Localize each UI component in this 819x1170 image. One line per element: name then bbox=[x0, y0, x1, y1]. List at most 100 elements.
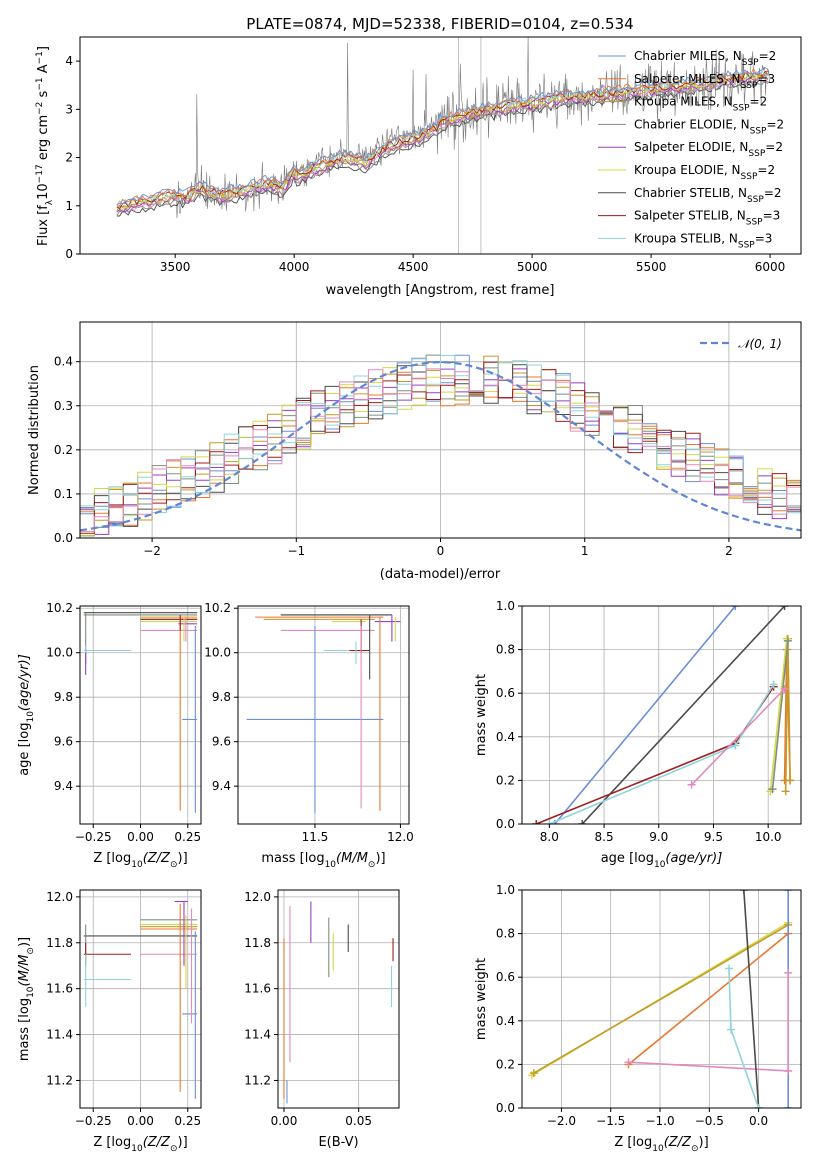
mass-weight-marker bbox=[769, 680, 778, 689]
mass-weight-line bbox=[533, 924, 789, 1074]
y-tick-label: 11.8 bbox=[244, 936, 271, 950]
y-axis-label: mass weight bbox=[474, 674, 489, 756]
mass-weight-marker bbox=[784, 890, 793, 894]
x-tick-label: 8.0 bbox=[540, 830, 559, 844]
y-tick-label: 9.6 bbox=[212, 735, 231, 749]
axes-frame bbox=[79, 36, 802, 255]
mass-weight-marker bbox=[532, 820, 541, 824]
legend-label: Kroupa MILES, NSSP=2 bbox=[634, 95, 767, 114]
y-tick-label: 0.8 bbox=[496, 927, 515, 941]
y-tick-label: 4 bbox=[65, 54, 73, 68]
mass-weight-line bbox=[581, 606, 786, 824]
y-tick-label: 0.0 bbox=[496, 1101, 515, 1115]
y-tick-label: 0.1 bbox=[54, 487, 73, 501]
x-tick-label: −0.25 bbox=[75, 1114, 112, 1128]
y-tick-label: 10.2 bbox=[204, 601, 231, 615]
y-axis-label: mass weight bbox=[474, 958, 489, 1040]
axes-frame bbox=[521, 605, 802, 825]
model-spectrum-line bbox=[116, 70, 768, 210]
mass-weight-marker bbox=[784, 1066, 793, 1075]
x-axis-label: age [log10(age/yr)] bbox=[601, 851, 723, 870]
y-tick-label: 9.6 bbox=[54, 735, 73, 749]
mass-weight-marker bbox=[754, 1104, 763, 1108]
x-axis-label: mass [log10(M/M⊙)] bbox=[261, 851, 385, 870]
y-tick-label: 0.0 bbox=[54, 531, 73, 545]
mass-weight-marker bbox=[783, 636, 792, 645]
legend-label: Chabrier ELODIE, NSSP=2 bbox=[634, 117, 784, 136]
y-tick-label: 2 bbox=[65, 151, 73, 165]
y-tick-label: 0.6 bbox=[496, 686, 515, 700]
x-tick-label: 12.0 bbox=[387, 830, 414, 844]
y-tick-label: 12.0 bbox=[46, 890, 73, 904]
x-tick-label: −2.0 bbox=[547, 1114, 576, 1128]
plot-area bbox=[83, 900, 198, 1099]
plot-area bbox=[80, 354, 801, 538]
y-tick-label: 1 bbox=[65, 199, 73, 213]
x-tick-label: 9.0 bbox=[649, 830, 668, 844]
age-vs-metallicity-panel: −0.25 0.00 0.25 9.4 9.6 9.8 10.0 10.2 Z [log10(Z… bbox=[17, 601, 202, 870]
x-axis-label: E(B-V) bbox=[318, 1135, 358, 1150]
x-tick-label: 4000 bbox=[279, 260, 310, 274]
mass-weight-marker bbox=[784, 1104, 793, 1108]
mass-weight-marker bbox=[727, 1025, 736, 1034]
residual-histogram-step bbox=[80, 355, 801, 538]
plot-area bbox=[532, 606, 795, 824]
mass-weight-line bbox=[628, 1061, 789, 1072]
x-tick-label: −1.5 bbox=[596, 1114, 625, 1128]
plot-area bbox=[83, 612, 198, 813]
spectrum-title: PLATE=0874, MJD=52338, FIBERID=0104, z=0… bbox=[246, 15, 633, 33]
axes-frame bbox=[237, 605, 410, 825]
mass-vs-reddening-panel: 0.00 0.05 11.2 11.4 11.6 11.8 12.0 E(B-V) bbox=[244, 889, 400, 1150]
mass-weight-marker bbox=[578, 820, 587, 824]
y-axis-label: Normed distribution bbox=[27, 365, 42, 495]
x-tick-label: 9.5 bbox=[704, 830, 723, 844]
y-tick-label: 9.4 bbox=[54, 779, 73, 793]
mass-weight-line bbox=[549, 684, 775, 824]
model-spectrum-line bbox=[116, 67, 769, 206]
y-tick-label: 9.4 bbox=[212, 779, 231, 793]
mass-weight-line bbox=[554, 606, 737, 824]
age-vs-mass-panel: 11.5 12.0 9.4 9.6 9.8 10.0 10.2 mass [log10(M/M… bbox=[204, 601, 414, 870]
y-tick-label: 0 bbox=[65, 247, 73, 261]
y-tick-label: 0.3 bbox=[54, 399, 73, 413]
mass-weight-marker bbox=[768, 785, 777, 794]
mass-weight-marker bbox=[624, 1058, 633, 1067]
y-tick-label: 0.2 bbox=[496, 773, 515, 787]
legend-label: Salpeter MILES, NSSP=3 bbox=[634, 72, 775, 91]
mass-weight-marker bbox=[780, 684, 789, 693]
y-tick-label: 11.2 bbox=[244, 1073, 271, 1087]
y-tick-label: 0.2 bbox=[54, 443, 73, 457]
x-tick-label: 4500 bbox=[398, 260, 429, 274]
plot-area bbox=[283, 901, 394, 1104]
y-tick-label: 0.0 bbox=[496, 817, 515, 831]
x-axis-label: Z [log10(Z/Z⊙)] bbox=[614, 1135, 708, 1154]
mass-weight-marker bbox=[731, 606, 740, 610]
plot-area bbox=[116, 37, 770, 254]
x-tick-label: 1 bbox=[581, 544, 589, 558]
x-axis-label: Z [log10(Z/Z⊙)] bbox=[93, 1135, 187, 1154]
plot-area bbox=[246, 614, 401, 813]
y-tick-label: 11.6 bbox=[244, 982, 271, 996]
x-axis-label: wavelength [Angstrom, rest frame] bbox=[326, 283, 555, 298]
mass-weight-marker bbox=[731, 741, 740, 750]
y-tick-label: 1.0 bbox=[496, 599, 515, 613]
legend-label: Kroupa ELODIE, NSSP=2 bbox=[634, 163, 775, 182]
legend-label: 𝒩(0, 1) bbox=[738, 337, 782, 351]
x-tick-label: 10.0 bbox=[755, 830, 782, 844]
x-tick-label: 5000 bbox=[517, 260, 548, 274]
y-tick-label: 9.8 bbox=[54, 690, 73, 704]
y-tick-label: 3 bbox=[65, 102, 73, 116]
model-spectrum-line bbox=[116, 72, 769, 211]
y-tick-label: 11.4 bbox=[46, 1028, 73, 1042]
y-tick-label: 12.0 bbox=[244, 890, 271, 904]
y-tick-label: 11.2 bbox=[46, 1073, 73, 1087]
y-axis-label: mass [log10(M/M⊙)] bbox=[17, 937, 36, 1061]
residuals-panel: −2 −1 0 1 2 0.0 0.1 0.2 0.3 0.4 (data-model)/error… bbox=[27, 321, 802, 582]
x-tick-label: 0.00 bbox=[127, 1114, 154, 1128]
mass-weight-marker bbox=[781, 787, 790, 796]
x-tick-label: 11.5 bbox=[302, 830, 329, 844]
x-tick-label: −1.0 bbox=[645, 1114, 674, 1128]
legend-label: Salpeter ELODIE, NSSP=2 bbox=[634, 140, 783, 159]
y-tick-label: 11.6 bbox=[46, 982, 73, 996]
